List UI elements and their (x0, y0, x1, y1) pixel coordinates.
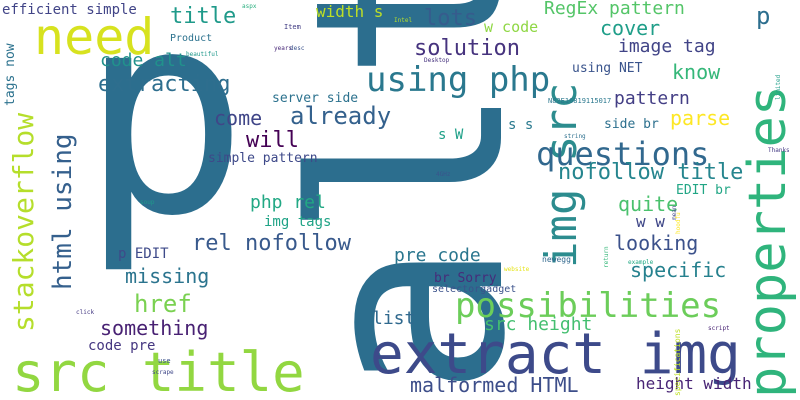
word-something: something (100, 316, 209, 340)
word-limited: limited (775, 74, 782, 100)
word-intel: Intel (394, 17, 413, 24)
word-specific: specific (630, 258, 727, 282)
word-specifications: specifications (673, 328, 682, 396)
word-edit-br: EDIT br (676, 183, 731, 198)
word-using-php: using php (366, 60, 551, 100)
word-desc: desc (290, 45, 305, 52)
word-will: will (246, 128, 299, 153)
word-need: need (34, 8, 155, 66)
word-cover: cover (600, 16, 661, 40)
word-thanks: Thanks (768, 147, 790, 154)
word-looking: looking (614, 231, 699, 255)
word-aspx: aspx (242, 3, 257, 10)
word-extracting: extracting (98, 72, 231, 97)
word-solution: solution (414, 36, 520, 61)
word-possibilities: possibilities (455, 286, 722, 326)
word-href: href (134, 290, 192, 318)
word-extract-img: extract img (370, 322, 741, 387)
word-title: title (170, 4, 237, 29)
word-click: click (76, 309, 95, 316)
word-tags-now: tags now (3, 43, 18, 106)
word-example: example (628, 259, 654, 266)
word-height-width: height width (636, 374, 752, 393)
word-lots: lots (424, 6, 477, 31)
word-use: use (158, 357, 171, 365)
word-code-pre: code pre (88, 338, 156, 354)
word-years: years (274, 45, 293, 52)
word-string: string (564, 133, 586, 140)
word-p-edit: p EDIT (118, 246, 169, 262)
word-p: p (80, 0, 249, 278)
word-src-title: src title (12, 341, 305, 400)
word-using-net: using NET (572, 61, 643, 76)
word-efficient-simple: efficient simple (2, 2, 137, 18)
word-html-using: html using (48, 133, 78, 290)
word-server-side: server side (272, 91, 359, 106)
word-nofollow-title: nofollow title (558, 160, 744, 185)
word-list: list (372, 308, 416, 329)
word-parse: parse (670, 106, 731, 130)
word-return: return (603, 246, 610, 268)
word-src-height: src height (484, 314, 593, 335)
word-website: website (504, 266, 530, 273)
word-malformed-html: malformed HTML (410, 373, 579, 397)
word-questions: questions (536, 135, 710, 173)
word-stackoverflow: stackoverflow (7, 112, 40, 332)
word-simple-pattern: simple pattern (208, 151, 318, 166)
word-side-br: side br (604, 117, 659, 132)
word-br-sorry: br Sorry (434, 271, 497, 286)
word-item: Item (284, 23, 301, 31)
word-image-tag: image tag (618, 36, 716, 57)
word-product: Product (170, 33, 213, 44)
word-4ghz: 4GHz (436, 171, 451, 178)
word-rel-nofollow: rel nofollow (192, 231, 351, 256)
word-missing: missing (125, 264, 210, 288)
word-img-tags: img tags (264, 214, 332, 230)
word-soup: soup (140, 199, 155, 206)
word-come: come (214, 106, 263, 130)
word-w-w: w w (636, 212, 665, 231)
word-part-number: N82E16819115017 (548, 97, 612, 105)
word-regex-pattern: RegEx pattern (544, 0, 685, 19)
word-width-s: width s (316, 2, 384, 21)
word-s-s: s s (508, 117, 534, 133)
word-hoodfu: hoodfu (675, 212, 682, 234)
word-quite: quite (618, 192, 679, 216)
word-php-rel: php rel (250, 192, 326, 213)
word-properties: properties (738, 84, 798, 398)
word-desktop: Desktop (424, 57, 450, 64)
word-s-w: s W (438, 127, 464, 143)
word-p-small: p (756, 2, 771, 30)
word-code-alt: code alt (100, 50, 187, 71)
word-selectorgadget: selectorgadget (432, 284, 517, 295)
word-script: script (708, 325, 730, 332)
word-newegg: newegg (542, 255, 571, 264)
word-know: know (672, 60, 721, 84)
word-already: already (290, 102, 392, 130)
word-w-code: w code (484, 18, 539, 36)
word-pattern: pattern (614, 88, 690, 109)
word-pre-code: pre code (394, 245, 481, 266)
word-scrape: scrape (152, 369, 174, 376)
word-beautiful: beautiful (186, 51, 219, 58)
